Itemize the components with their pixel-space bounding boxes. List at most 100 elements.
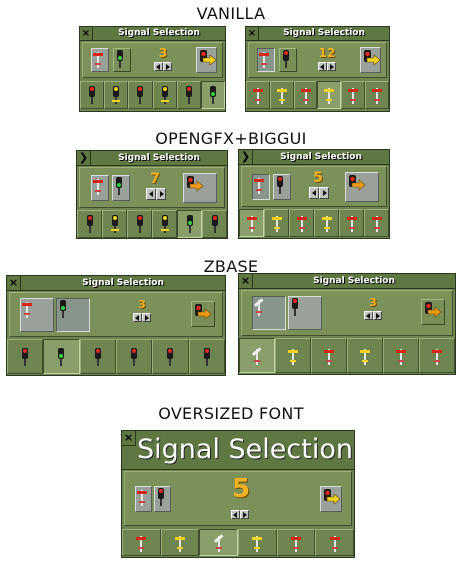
- increase-density-button[interactable]: [240, 510, 249, 519]
- increase-density-button[interactable]: [156, 188, 166, 200]
- light-signal-button[interactable]: [273, 174, 291, 200]
- convert-signal-button[interactable]: [345, 172, 379, 202]
- signal-type-button[interactable]: [79, 339, 116, 374]
- signal-type-button[interactable]: [176, 81, 201, 109]
- convert-signal-button[interactable]: [183, 173, 217, 203]
- light-signal-button[interactable]: [279, 48, 297, 72]
- semaphore-signal-icon: [253, 297, 285, 317]
- increase-density-button[interactable]: [142, 313, 151, 322]
- signal-type-button[interactable]: [128, 81, 153, 109]
- signal-type-button[interactable]: [7, 339, 44, 374]
- light-signal-button[interactable]: [288, 296, 322, 330]
- signal-type-button[interactable]: [383, 338, 419, 373]
- decrease-density-button[interactable]: [309, 187, 319, 199]
- convert-signal-button[interactable]: [421, 299, 445, 325]
- signal-type-button[interactable]: [152, 210, 177, 238]
- semaphore-signal-icon: [347, 85, 359, 105]
- semaphore-signal-icon: [251, 346, 263, 366]
- signal-type-button[interactable]: [104, 81, 129, 109]
- increase-density-button[interactable]: [319, 187, 329, 199]
- decrease-density-button[interactable]: [154, 62, 163, 71]
- semaphore-signal-button[interactable]: [20, 298, 54, 332]
- collapse-button[interactable]: ❯: [77, 151, 91, 165]
- close-button[interactable]: ×: [7, 276, 21, 290]
- signal-type-button[interactable]: [238, 529, 277, 556]
- signal-type-button[interactable]: [293, 81, 318, 109]
- convert-signal-button[interactable]: [191, 301, 215, 327]
- decrease-density-button[interactable]: [133, 313, 142, 322]
- signal-type-button[interactable]: [419, 338, 455, 373]
- semaphore-signal-button[interactable]: [91, 48, 109, 72]
- signal-type-button[interactable]: [246, 81, 270, 109]
- decrease-density-button[interactable]: [318, 62, 327, 71]
- increase-density-button[interactable]: [163, 62, 172, 71]
- close-button[interactable]: ×: [246, 27, 259, 40]
- signal-type-button-selected[interactable]: [239, 209, 264, 237]
- signal-type-button-selected[interactable]: [177, 210, 202, 238]
- close-button[interactable]: ×: [80, 27, 93, 40]
- increase-density-button[interactable]: [327, 62, 336, 71]
- signal-type-button[interactable]: [160, 529, 200, 556]
- arrow-right-icon: [329, 63, 334, 70]
- signal-type-button[interactable]: [347, 338, 383, 373]
- increase-density-button[interactable]: [373, 311, 382, 320]
- semaphore-signal-button[interactable]: [252, 296, 286, 330]
- arrow-left-icon: [366, 312, 371, 319]
- signal-type-button-selected[interactable]: [317, 81, 342, 109]
- light-signal-button[interactable]: [56, 298, 90, 332]
- signal-type-button[interactable]: [188, 339, 225, 374]
- close-button[interactable]: ×: [122, 431, 136, 446]
- signal-type-button[interactable]: [202, 210, 227, 238]
- signal-type-button-selected[interactable]: [199, 529, 239, 556]
- semaphore-signal-icon: [371, 213, 383, 233]
- density-arrows: [364, 311, 382, 320]
- signal-type-button-selected[interactable]: [239, 338, 275, 373]
- convert-signal-button[interactable]: [360, 47, 381, 73]
- signal-type-button[interactable]: [364, 209, 389, 237]
- signal-type-button[interactable]: [311, 338, 347, 373]
- signal-type-button[interactable]: [339, 209, 364, 237]
- signal-type-button[interactable]: [269, 81, 294, 109]
- light-signal-button[interactable]: [113, 48, 131, 72]
- signal-type-button[interactable]: [341, 81, 366, 109]
- window-title: Signal Selection: [118, 28, 200, 38]
- decrease-density-button[interactable]: [364, 311, 373, 320]
- arrow-left-icon: [135, 314, 140, 321]
- signal-type-button[interactable]: [315, 529, 354, 556]
- signal-type-button[interactable]: [152, 81, 177, 109]
- signal-type-button[interactable]: [314, 209, 339, 237]
- close-button[interactable]: ×: [239, 274, 253, 288]
- semaphore-signal-button[interactable]: [135, 486, 152, 512]
- signal-type-button[interactable]: [275, 338, 311, 373]
- signal-type-button[interactable]: [152, 339, 189, 374]
- arrow-left-icon: [148, 191, 154, 197]
- signal-type-button[interactable]: [365, 81, 389, 109]
- signal-type-button[interactable]: [77, 210, 102, 238]
- collapse-button[interactable]: ❯: [239, 150, 253, 164]
- light-signal-button[interactable]: [154, 486, 171, 512]
- signal-type-button[interactable]: [276, 529, 316, 556]
- convert-signal-button[interactable]: [196, 47, 217, 73]
- signal-type-button[interactable]: [127, 210, 152, 238]
- convert-signal-icon: [422, 300, 444, 320]
- signal-type-button-selected[interactable]: [43, 339, 80, 374]
- signal-type-button[interactable]: [264, 209, 289, 237]
- semaphore-signal-icon: [135, 533, 147, 553]
- convert-signal-button[interactable]: [320, 486, 342, 512]
- semaphore-signal-button[interactable]: [91, 175, 109, 201]
- semaphore-signal-button[interactable]: [257, 48, 275, 72]
- decrease-density-button[interactable]: [231, 510, 240, 519]
- decrease-density-button[interactable]: [146, 188, 156, 200]
- convert-signal-icon: [184, 174, 216, 194]
- signal-type-button-selected[interactable]: [200, 81, 225, 109]
- signal-type-button[interactable]: [80, 81, 105, 109]
- semaphore-signal-button[interactable]: [252, 174, 270, 200]
- signal-type-button[interactable]: [289, 209, 314, 237]
- light-signal-icon: [155, 487, 170, 507]
- light-signal-icon: [110, 85, 122, 105]
- light-signal-button[interactable]: [112, 175, 130, 201]
- signal-type-button[interactable]: [102, 210, 127, 238]
- signal-type-button[interactable]: [122, 529, 161, 556]
- signal-type-button[interactable]: [115, 339, 153, 374]
- window-title: Signal Selection: [137, 434, 353, 465]
